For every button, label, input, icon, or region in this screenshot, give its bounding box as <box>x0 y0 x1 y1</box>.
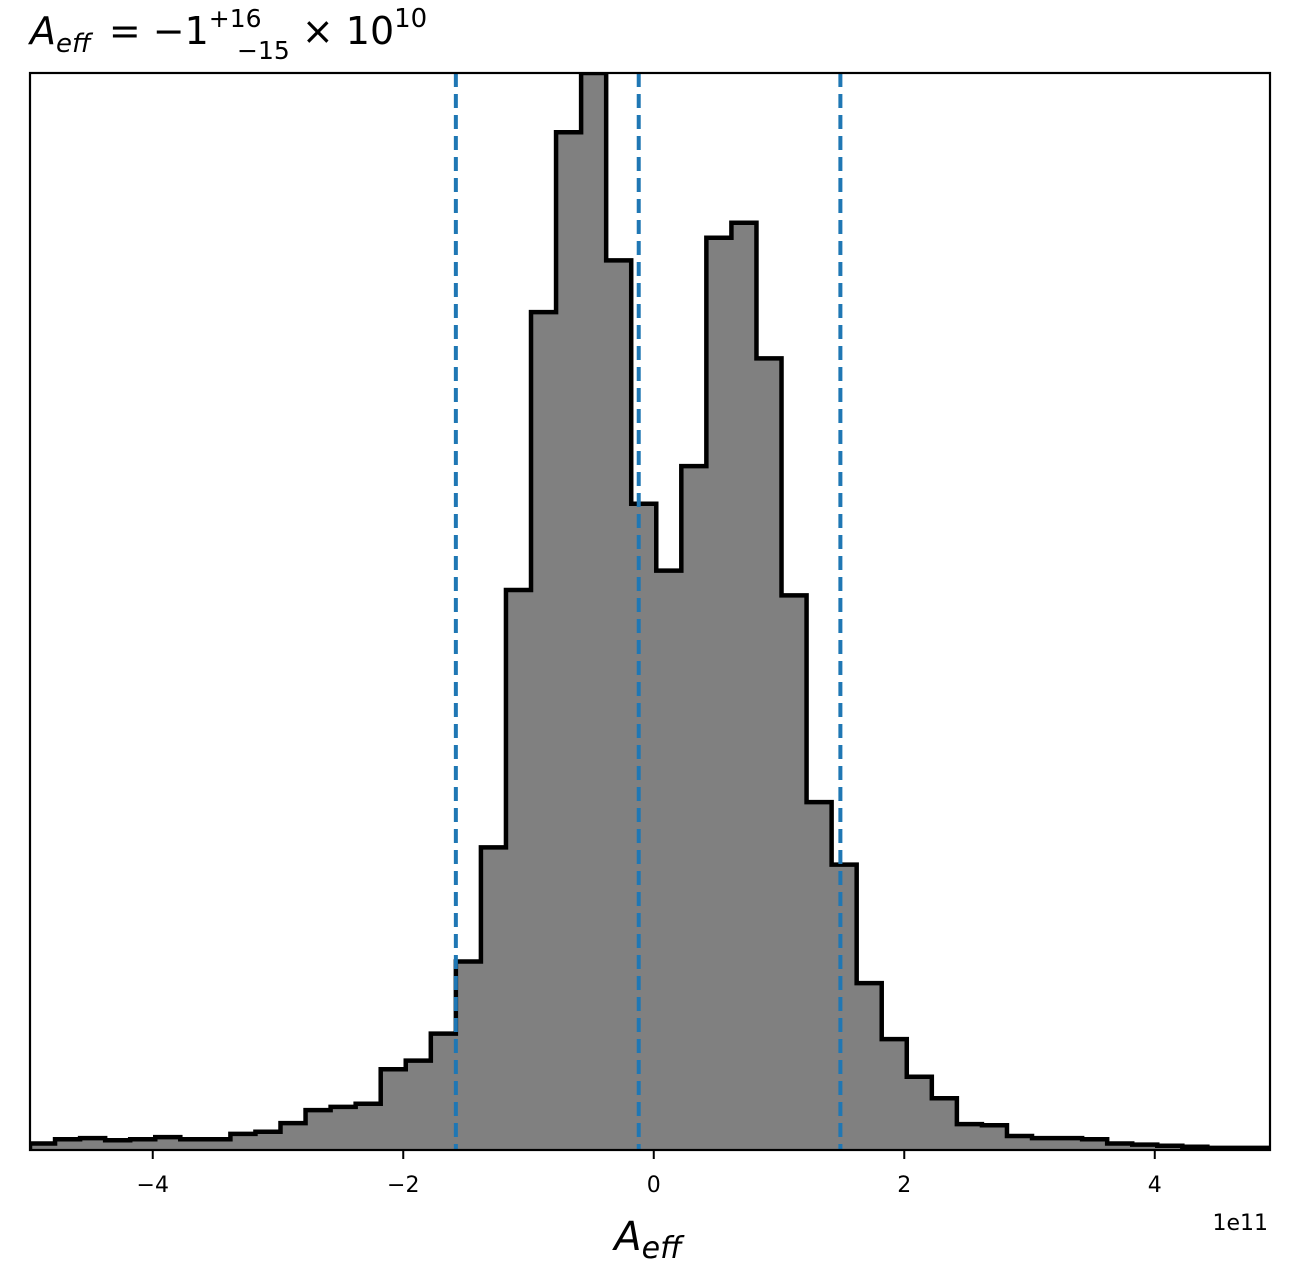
chart-title: Aeff = −1+16 −15 × 1010 <box>27 4 427 65</box>
x-axis-label-subscript: eff <box>642 1231 685 1266</box>
histogram-bar <box>756 358 783 1150</box>
histogram-bar <box>255 1131 282 1150</box>
x-axis-label: Aeff <box>611 1214 685 1266</box>
histogram-bar <box>180 1139 206 1150</box>
plot-area: −4 −2 0 2 4 <box>28 71 1272 1198</box>
histogram-bar <box>781 595 808 1150</box>
x-axis-label-symbol: A <box>611 1214 641 1260</box>
x-tick-label: 0 <box>647 1173 661 1198</box>
histogram-bar <box>531 312 557 1150</box>
histogram-bar <box>305 1110 332 1150</box>
x-tick-label: −4 <box>137 1173 169 1198</box>
title-error-plus: +16 <box>209 4 262 33</box>
histogram-bar <box>1082 1139 1108 1150</box>
histogram-bar <box>230 1133 257 1150</box>
histogram-bar <box>906 1076 933 1150</box>
histogram-bar <box>105 1140 131 1150</box>
histogram-bar <box>55 1139 81 1150</box>
histogram-bar <box>80 1138 106 1150</box>
histogram-bar <box>30 1143 56 1150</box>
histogram-bar <box>355 1103 382 1150</box>
x-offset-label: 1e11 <box>1212 1211 1268 1236</box>
x-tick-label: 2 <box>897 1173 911 1198</box>
histogram-bar <box>681 466 707 1150</box>
histogram-bar <box>455 961 482 1150</box>
title-symbol-subscript: eff <box>56 29 94 59</box>
histogram-bar <box>155 1137 181 1150</box>
histogram-bar <box>631 503 657 1150</box>
title-relation: = −1 <box>97 9 209 53</box>
histogram-bar <box>1107 1143 1133 1150</box>
histogram-bar <box>380 1069 407 1150</box>
x-tick-label: 4 <box>1148 1173 1162 1198</box>
histogram-bar <box>606 260 632 1150</box>
histogram-bar <box>656 570 682 1150</box>
histogram-bar <box>706 237 733 1150</box>
histogram-bar <box>956 1124 983 1150</box>
histogram-bar <box>130 1139 156 1150</box>
histogram-bar <box>806 802 833 1150</box>
histogram-bar <box>505 589 532 1150</box>
histogram-bar <box>430 1033 457 1150</box>
histogram-bar <box>931 1098 958 1150</box>
histogram-bar <box>981 1125 1008 1150</box>
histogram-bar <box>480 847 507 1150</box>
histogram-bar <box>831 864 858 1150</box>
x-tick-label: −2 <box>387 1173 419 1198</box>
histogram-bars <box>30 73 1270 1150</box>
plot-frame <box>28 71 1272 1152</box>
histogram-bar <box>1032 1138 1058 1150</box>
histogram-bar <box>556 132 582 1150</box>
histogram-bar <box>881 1039 908 1150</box>
histogram-outline <box>30 73 1270 1150</box>
title-times: × 10 <box>290 9 394 53</box>
histogram-bar <box>1057 1138 1083 1150</box>
title-error-minus: −15 <box>237 36 290 65</box>
histogram-bar <box>280 1123 307 1150</box>
histogram-bar <box>330 1106 357 1150</box>
histogram-bar <box>205 1139 232 1150</box>
title-exponent: 10 <box>394 4 427 34</box>
histogram-bar <box>856 983 883 1150</box>
histogram-bar <box>1132 1144 1158 1150</box>
histogram-bar <box>1006 1135 1033 1150</box>
histogram-bar <box>405 1060 432 1150</box>
histogram-bar <box>731 222 758 1150</box>
histogram-bar <box>581 73 607 1150</box>
title-symbol: A <box>27 9 56 53</box>
